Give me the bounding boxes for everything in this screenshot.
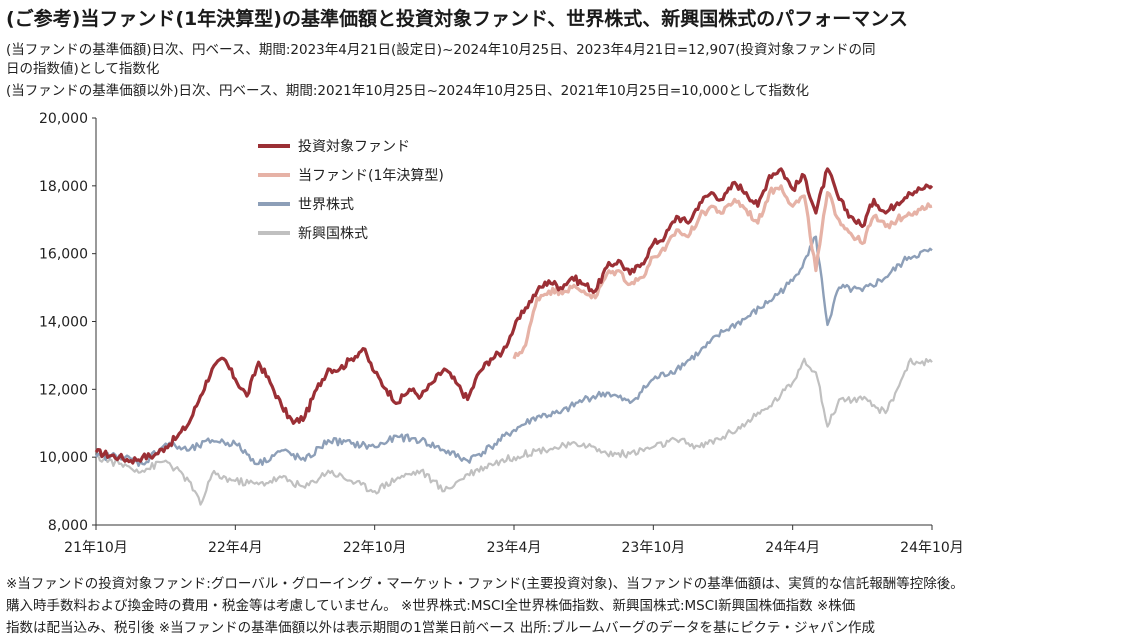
legend-label-4: 新興国株式 [298, 226, 368, 242]
x-tick-label: 23年4月 [487, 540, 542, 556]
footnote-line-1: ※当ファンドの投資対象ファンド:グローバル・グローイング・マーケット・ファンド(… [6, 576, 964, 592]
y-tick-label: 20,000 [39, 111, 88, 127]
y-tick-label: 18,000 [39, 179, 88, 195]
chart-subtitle-line-3: (当ファンドの基準価額以外)日次、円ベース、期間:2021年10月25日~202… [6, 83, 809, 99]
x-tick-label: 22年10月 [343, 540, 407, 556]
x-tick-label: 21年10月 [64, 540, 128, 556]
x-tick-label: 23年10月 [622, 540, 686, 556]
y-tick-label: 8,000 [48, 518, 88, 534]
y-tick-label: 14,000 [39, 315, 88, 331]
chart-axes: 8,000 10,000 12,000 14,000 16,000 18,000 20,00… [39, 111, 964, 556]
performance-line-chart: 8,000 10,000 12,000 14,000 16,000 18,000 20,00… [39, 111, 964, 556]
footnote-line-3: 指数は配当込み、税引後 ※当ファンドの基準価額以外は表示期間の1営業日前ベース … [6, 620, 875, 636]
legend-label-2: 当ファンド(1年決算型) [298, 168, 444, 184]
x-tick-label: 22年4月 [208, 540, 263, 556]
y-tick-label: 16,000 [39, 247, 88, 263]
series-line-1 [94, 167, 934, 465]
y-tick-label: 12,000 [39, 382, 88, 398]
chart-subtitle-line-1: (当ファンドの基準価額)日次、円ベース、期間:2023年4月21日(設定日)~2… [6, 42, 876, 58]
chart-subtitle-line-2: 日の指数値)として指数化 [6, 61, 160, 77]
legend-label-1: 投資対象ファンド [298, 139, 410, 155]
series-line-3 [94, 235, 933, 467]
chart-series-lines [94, 167, 934, 506]
series-line-2 [512, 184, 933, 360]
x-tick-label: 24年4月 [765, 540, 820, 556]
footnote-line-2: 購入時手数料および換金時の費用・税金等は考慮していません。 ※世界株式:MSCI… [6, 598, 856, 614]
y-tick-label: 10,000 [39, 450, 88, 466]
x-tick-label: 24年10月 [900, 540, 964, 556]
chart-title: (ご参考)当ファンド(1年決算型)の基準価額と投資対象ファンド、世界株式、新興国… [6, 8, 908, 30]
series-line-4 [95, 357, 933, 506]
legend-label-3: 世界株式 [298, 197, 354, 213]
